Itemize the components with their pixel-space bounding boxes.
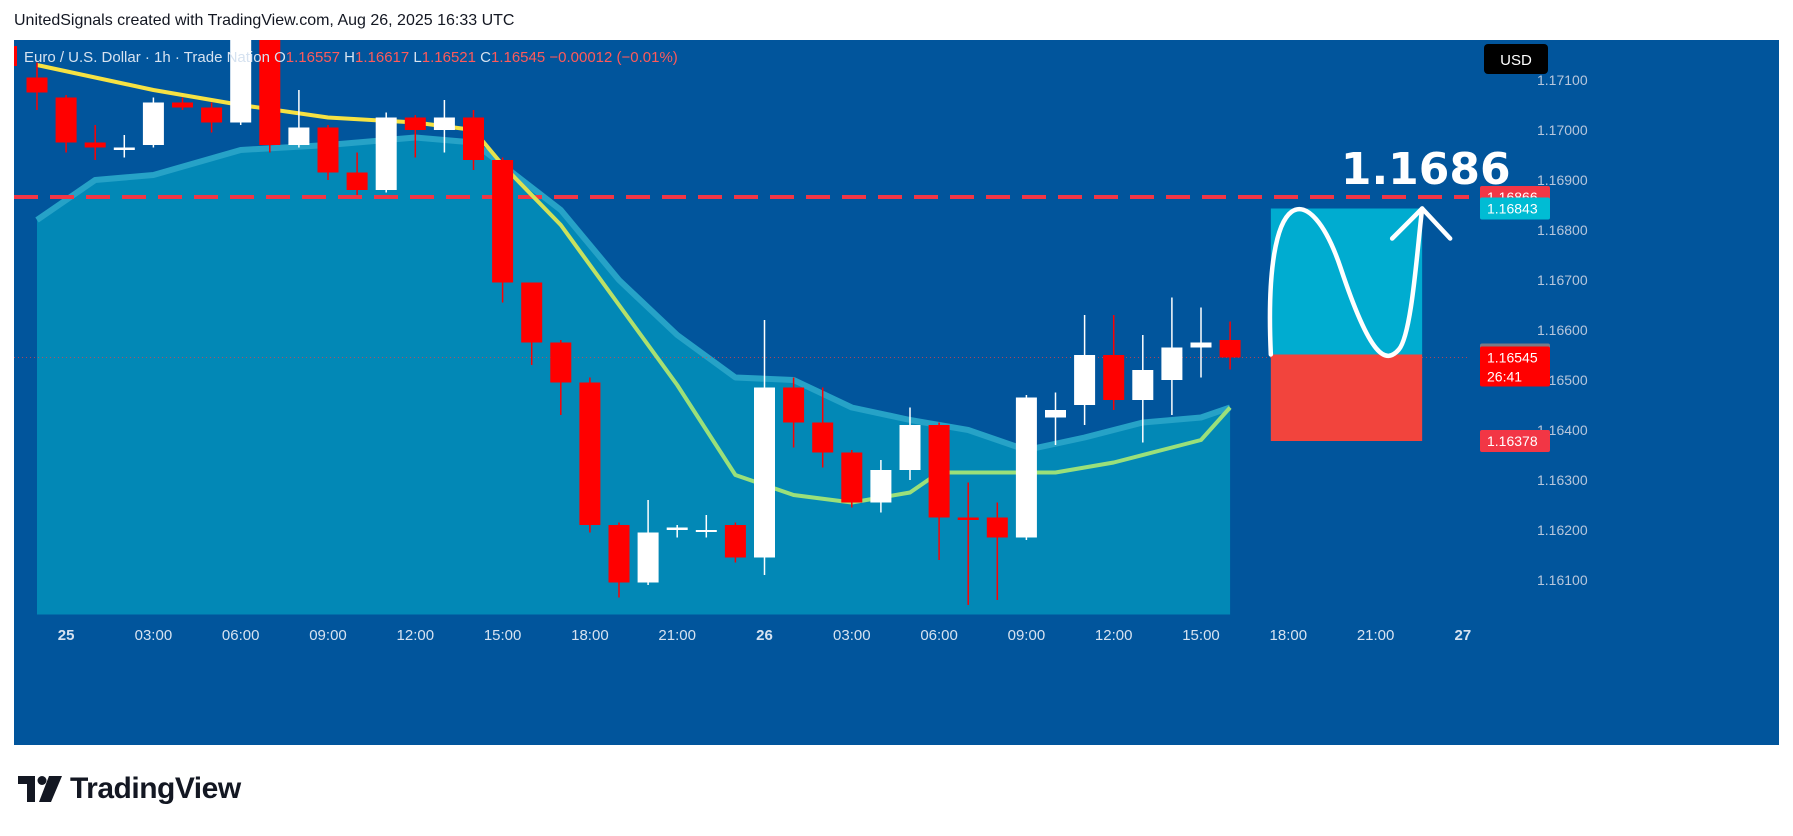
currency-button[interactable] (1484, 44, 1548, 74)
candle-body[interactable] (1103, 355, 1125, 400)
tradingview-logo-icon (18, 776, 62, 802)
candle-body[interactable] (142, 102, 164, 146)
candle-body[interactable] (986, 517, 1008, 538)
candle-body[interactable] (1161, 347, 1183, 381)
candle-body[interactable] (463, 117, 484, 161)
price-tag-label: 1.16843 (1487, 201, 1538, 217)
candle-body[interactable] (754, 387, 775, 558)
stop-zone[interactable] (1270, 354, 1423, 442)
candle-body[interactable] (724, 525, 746, 558)
price-axis-tick: 1.17000 (1537, 122, 1588, 138)
candle-body[interactable] (404, 117, 426, 131)
chart-attribution: UnitedSignals created with TradingView.c… (14, 12, 515, 29)
price-tag-countdown: 26:41 (1487, 369, 1522, 385)
candle-body[interactable] (84, 142, 106, 148)
candle-body[interactable] (870, 470, 892, 503)
candle-body[interactable] (55, 97, 77, 143)
time-axis-tick: 15:00 (1182, 627, 1220, 644)
price-chart[interactable]: 1.16861.161001.162001.163001.164001.1650… (14, 40, 1779, 745)
candle-body[interactable] (608, 525, 630, 583)
candle-body[interactable] (1190, 342, 1212, 348)
candle-body[interactable] (783, 387, 805, 423)
candle-body[interactable] (899, 425, 921, 470)
candle-body[interactable] (637, 532, 659, 583)
candle-body[interactable] (928, 425, 950, 518)
candle-body[interactable] (841, 452, 863, 503)
time-axis-tick: 06:00 (920, 627, 958, 644)
currency-label: USD (1500, 52, 1532, 69)
candle-body[interactable] (579, 382, 601, 526)
time-axis-tick: 12:00 (1095, 627, 1133, 644)
price-axis-tick: 1.16800 (1537, 222, 1588, 238)
time-axis-tick: 27 (1455, 627, 1472, 644)
symbol-marker (14, 46, 17, 66)
candle-body[interactable] (695, 530, 717, 532)
candle-body[interactable] (666, 527, 688, 531)
candle-body[interactable] (1132, 370, 1154, 400)
time-axis-tick: 15:00 (484, 627, 522, 644)
price-tag (1480, 430, 1550, 452)
tradingview-logo[interactable]: TradingView (18, 772, 241, 806)
candle-body[interactable] (433, 117, 455, 131)
candle-body[interactable] (1074, 355, 1096, 405)
price-tag (1480, 197, 1550, 220)
price-tag-label: 1.16545 (1487, 350, 1538, 366)
candle-body[interactable] (957, 517, 979, 521)
price-tag (1480, 346, 1550, 387)
candle-body[interactable] (172, 102, 193, 108)
moving-average-line (36, 63, 1232, 505)
candle-body[interactable] (26, 77, 48, 93)
tradingview-brand-text: TradingView (70, 772, 241, 805)
candle-body[interactable] (492, 160, 514, 283)
price-axis-tick: 1.16100 (1537, 572, 1588, 588)
time-axis-tick: 12:00 (397, 627, 435, 644)
price-tag-label: 1.16378 (1487, 433, 1538, 449)
price-axis-tick: 1.17100 (1537, 72, 1588, 88)
candle-body[interactable] (550, 342, 572, 383)
candle-body[interactable] (113, 147, 135, 151)
price-axis-tick: 1.16700 (1537, 272, 1588, 288)
chart-panel[interactable]: 1.1686 1.16100 1.16200 1.16300 1.16400 1.1650… (14, 40, 1779, 745)
forecast-path (1267, 206, 1425, 359)
time-axis-tick: 18:00 (1270, 627, 1308, 644)
time-axis-tick: 03:00 (135, 627, 173, 644)
candle-body[interactable] (317, 127, 339, 173)
indicator-area-fill (37, 137, 1231, 615)
time-axis-tick: 21:00 (1357, 627, 1395, 644)
price-axis-tick: 1.16200 (1537, 522, 1588, 538)
time-axis-tick: 09:00 (1008, 627, 1046, 644)
candle-body[interactable] (1045, 410, 1066, 418)
candle-body[interactable] (812, 422, 834, 453)
time-axis-tick: 26 (756, 627, 773, 644)
candle-body[interactable] (259, 40, 281, 145)
candle-body[interactable] (288, 127, 310, 146)
price-axis-tick: 1.16300 (1537, 472, 1588, 488)
candle-body[interactable] (1015, 397, 1037, 538)
time-axis-tick: 18:00 (571, 627, 609, 644)
symbol-ohlc-legend: Euro / U.S. Dollar · 1h · Trade Nation O… (24, 49, 678, 66)
candle-body[interactable] (230, 40, 252, 123)
candle-body[interactable] (1219, 340, 1241, 358)
candle-body[interactable] (346, 172, 368, 191)
time-axis-tick: 21:00 (658, 627, 696, 644)
time-axis-tick: 25 (58, 627, 75, 644)
forecast-arrow-icon (1389, 206, 1453, 241)
time-axis-tick: 09:00 (309, 627, 347, 644)
price-axis-tick: 1.16600 (1537, 322, 1588, 338)
price-axis-tick: 1.16900 (1537, 172, 1588, 188)
time-axis-tick: 03:00 (833, 627, 871, 644)
time-axis-tick: 06:00 (222, 627, 260, 644)
candle-body[interactable] (201, 107, 223, 123)
candle-body[interactable] (375, 117, 397, 191)
candle-body[interactable] (521, 282, 543, 343)
